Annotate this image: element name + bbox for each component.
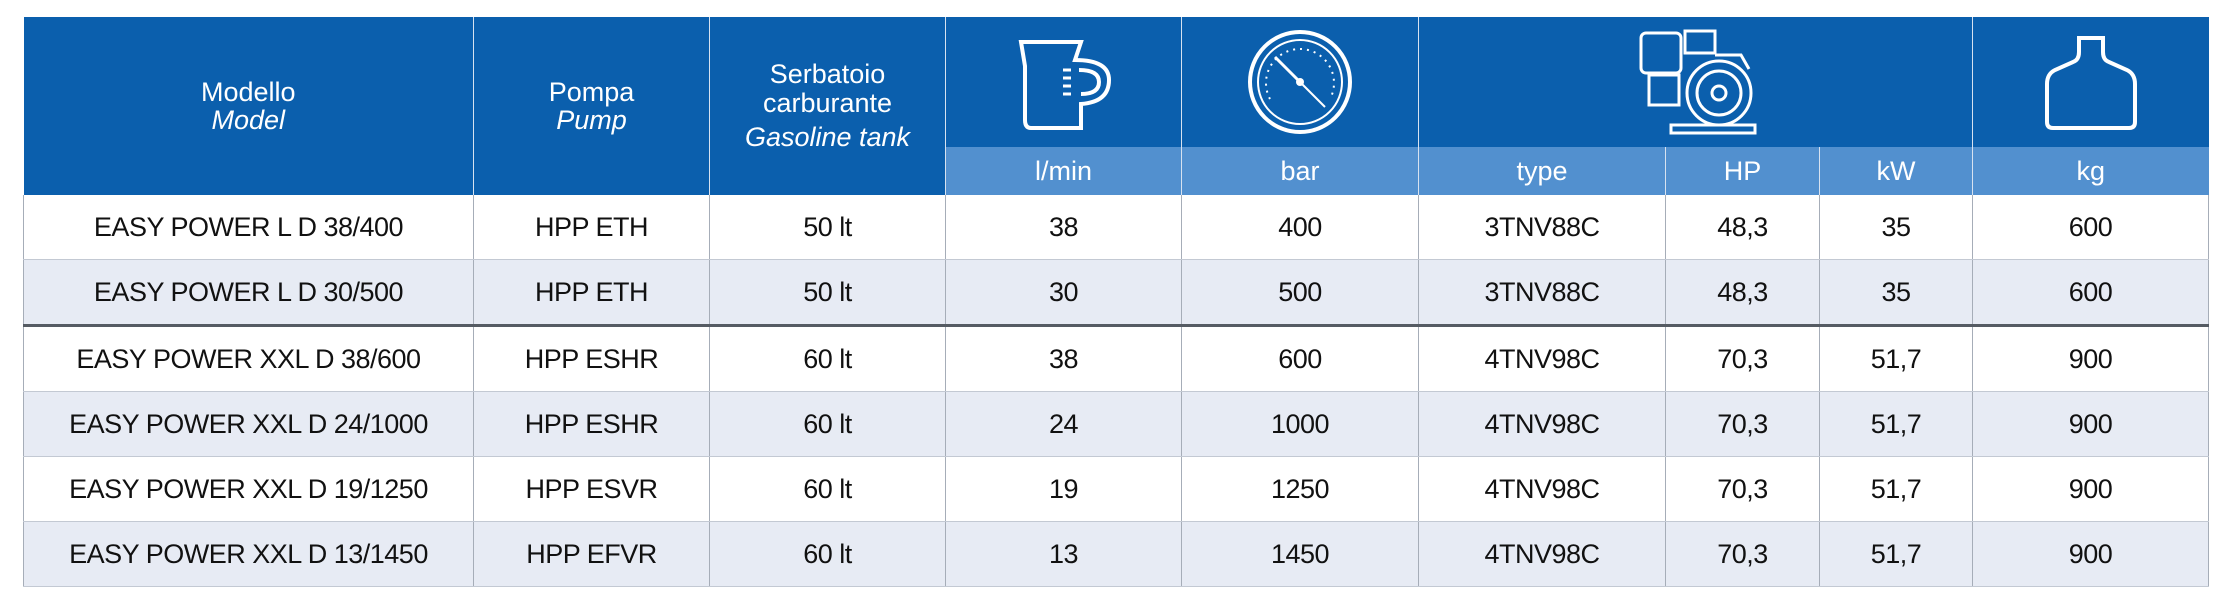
table-cell: 400: [1181, 195, 1419, 260]
table-row: EASY POWER XXL D 19/1250 HPP ESVR 60 lt 19 1…: [23, 456, 2210, 522]
table-cell: 900: [1972, 456, 2210, 522]
table-cell: 50 lt: [709, 259, 946, 327]
unit-cell: l/min: [945, 147, 1182, 195]
table-cell: HPP EFVR: [473, 521, 710, 587]
table-cell: 50 lt: [709, 195, 946, 260]
header-cell: Pompa Pump: [473, 17, 710, 195]
table-cell: 48,3: [1665, 195, 1820, 260]
table-cell: HPP ESVR: [473, 456, 710, 522]
unit-cell: HP: [1665, 147, 1820, 195]
weight-icon-cell: [1972, 17, 2209, 147]
table-cell: 1250: [1181, 456, 1419, 522]
table-cell: 24: [945, 391, 1182, 457]
table-cell: 600: [1181, 325, 1419, 392]
table-row: EASY POWER L D 38/400 HPP ETH 50 lt 38 400 3T…: [23, 195, 2210, 260]
table-cell: 48,3: [1665, 259, 1820, 327]
table-cell: 51,7: [1819, 325, 1974, 392]
table-cell: 4TNV98C: [1418, 521, 1666, 587]
header-en: Gasoline tank: [744, 122, 911, 153]
header-en: Pump: [556, 105, 627, 135]
table-cell: 60 lt: [709, 521, 946, 587]
table-cell: 4TNV98C: [1418, 456, 1666, 522]
table-cell: EASY POWER XXL D 13/1450: [23, 521, 474, 587]
table-cell: 51,7: [1819, 456, 1974, 522]
table-cell: EASY POWER XXL D 19/1250: [23, 456, 474, 522]
table-cell: 60 lt: [709, 325, 946, 392]
table-cell: 900: [1972, 391, 2210, 457]
table-cell: 500: [1181, 259, 1419, 327]
gauge-icon: [1248, 30, 1352, 134]
header-cell: Modello Model: [23, 17, 474, 195]
header-cell: Serbatoio carburante Gasoline tank: [709, 17, 946, 195]
jug-icon: [1018, 39, 1111, 130]
table-cell: 60 lt: [709, 456, 946, 522]
table-cell: 51,7: [1819, 391, 1974, 457]
table-row: EASY POWER L D 30/500 HPP ETH 50 lt 30 500 3T…: [23, 259, 2210, 327]
table-body: EASY POWER L D 38/400 HPP ETH 50 lt 38 400 3T…: [23, 195, 2210, 587]
table-cell: HPP ESHR: [473, 391, 710, 457]
unit-cell: bar: [1181, 147, 1419, 195]
table-cell: 1450: [1181, 521, 1419, 587]
table-cell: 3TNV88C: [1418, 195, 1666, 260]
table-cell: 35: [1819, 195, 1974, 260]
table-cell: 70,3: [1665, 521, 1820, 587]
table-cell: EASY POWER XXL D 24/1000: [23, 391, 474, 457]
engine-icon: [1639, 29, 1757, 134]
table-cell: 60 lt: [709, 391, 946, 457]
table-cell: 900: [1972, 521, 2210, 587]
table-row: EASY POWER XXL D 38/600 HPP ESHR 60 lt 38 60…: [23, 325, 2210, 392]
table-cell: 70,3: [1665, 325, 1820, 392]
engine-icon-cell: [1418, 17, 1974, 147]
table-cell: 19: [945, 456, 1182, 522]
table-cell: 38: [945, 325, 1182, 392]
table-row: EASY POWER XXL D 13/1450 HPP EFVR 60 lt 13 1…: [23, 521, 2210, 587]
gauge-icon-cell: [1181, 17, 1419, 147]
table-cell: 600: [1972, 259, 2210, 327]
table-cell: HPP ETH: [473, 195, 710, 260]
table-cell: 900: [1972, 325, 2210, 392]
table-cell: EASY POWER L D 30/500: [23, 259, 474, 327]
table-cell: 38: [945, 195, 1182, 260]
table-cell: 30: [945, 259, 1182, 327]
table-cell: 4TNV98C: [1418, 325, 1666, 392]
header-en: Model: [211, 105, 286, 135]
table-cell: HPP ETH: [473, 259, 710, 327]
unit-cell: kg: [1972, 147, 2209, 195]
spec-table-wrap: Modello Model Pompa Pump Serbatoio carbura…: [23, 17, 2210, 587]
header-it: Modello: [200, 76, 296, 107]
jug-icon-cell: [945, 17, 1182, 147]
unit-cell: kW: [1819, 147, 1974, 195]
table-cell: EASY POWER XXL D 38/600: [23, 325, 474, 392]
table-row: EASY POWER XXL D 24/1000 HPP ESHR 60 lt 24 1…: [23, 391, 2210, 457]
table-cell: 35: [1819, 259, 1974, 327]
weight-icon: [2044, 36, 2137, 130]
table-cell: 13: [945, 521, 1182, 587]
table-cell: EASY POWER L D 38/400: [23, 195, 474, 260]
table-cell: 3TNV88C: [1418, 259, 1666, 327]
spec-table: Modello Model Pompa Pump Serbatoio carbura…: [23, 17, 2210, 587]
unit-cell: type: [1418, 147, 1666, 195]
table-cell: 70,3: [1665, 456, 1820, 522]
table-cell: 70,3: [1665, 391, 1820, 457]
header-it: Serbatoio carburante: [762, 59, 893, 118]
table-cell: 51,7: [1819, 521, 1974, 587]
table-cell: 600: [1972, 195, 2210, 260]
table-cell: 4TNV98C: [1418, 391, 1666, 457]
table-cell: 1000: [1181, 391, 1419, 457]
table-cell: HPP ESHR: [473, 325, 710, 392]
header-it: Pompa: [548, 76, 635, 107]
